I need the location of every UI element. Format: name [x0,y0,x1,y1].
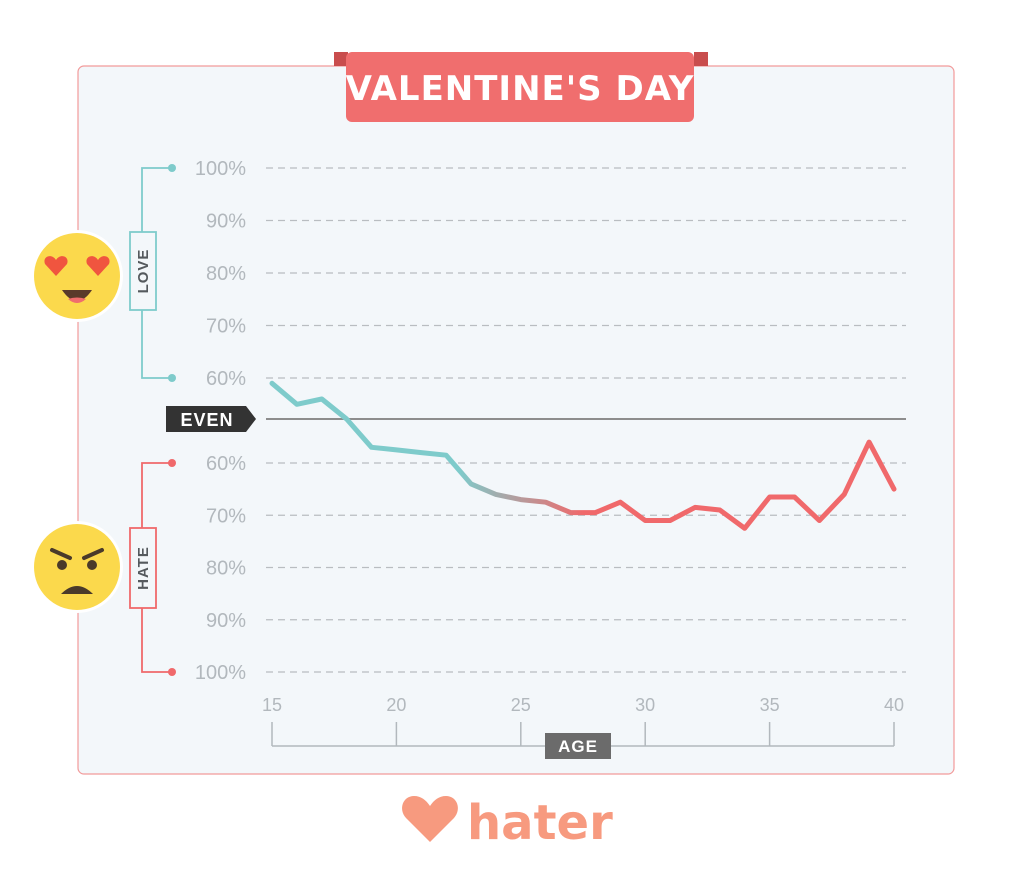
chart-title: VALENTINE'S DAY [346,69,695,109]
gridlines [266,167,906,673]
y-tick-label-hate: 100% [195,662,246,684]
x-tick-label: 30 [635,695,655,715]
x-tick-label: 25 [511,695,531,715]
x-tick-label: 20 [386,695,406,715]
y-tick-label-hate: 90% [206,610,246,632]
y-tick-label-love: 80% [206,263,246,285]
y-tick-label-hate: 60% [206,453,246,475]
heart-eyes-emoji-icon [31,230,123,322]
y-tick-label-love: 60% [206,368,246,390]
y-tick-label-hate: 80% [206,558,246,580]
hater-logo: hater [402,795,613,851]
x-tick-label: 40 [884,695,904,715]
x-axis-title: AGE [558,737,598,756]
hate-bracket: HATE [129,459,176,676]
even-label: EVEN [180,410,233,430]
brand-wordmark: hater [467,795,613,851]
title-ribbon: VALENTINE'S DAY [334,52,708,122]
series-line [269,380,897,531]
y-tick-label-love: 90% [206,211,246,233]
y-tick-label-love: 100% [195,158,246,180]
age-tag: AGE [545,733,611,759]
y-axis-labels: 100% 90% 80% 70% 60% 60% 70% 80% 90% 100% [195,158,246,684]
angry-face-emoji-icon [31,521,123,613]
x-tick-label: 15 [262,695,282,715]
y-tick-label-hate: 70% [206,505,246,527]
y-tick-label-love: 70% [206,316,246,338]
x-axis-labels: 15 20 25 30 35 40 [262,695,904,715]
heart-icon [402,796,458,842]
love-label: LOVE [135,249,152,294]
hate-label: HATE [135,546,152,590]
even-tag: EVEN [166,406,256,432]
x-tick-label: 35 [760,695,780,715]
love-bracket: LOVE [129,164,176,382]
